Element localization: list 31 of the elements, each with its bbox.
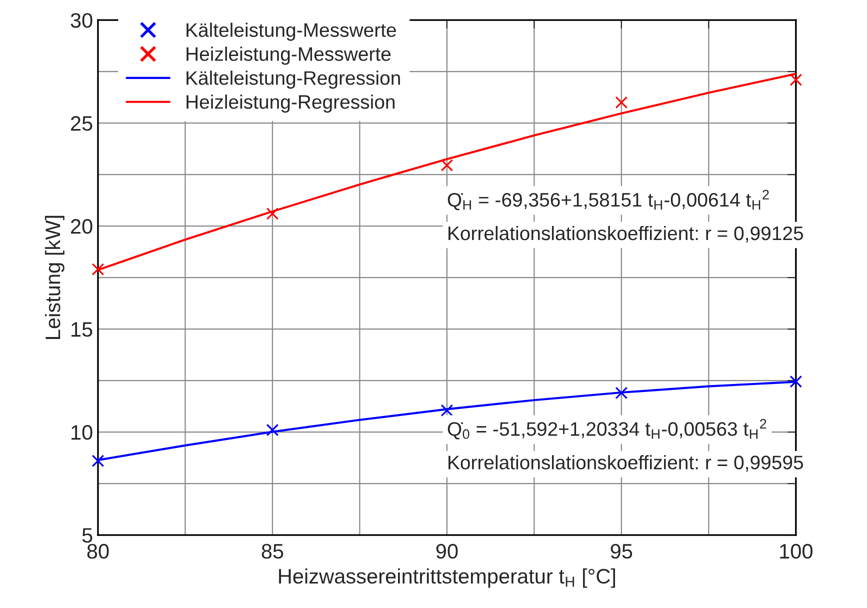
annotation: Korrelationslationskoeffizient: r = 0,99125 (448, 226, 804, 243)
point (92, 263, 104, 276)
point (615, 386, 628, 400)
legend-label: Kälteleistung-Messwerte (186, 22, 396, 41)
point (266, 424, 279, 436)
annotation: Korrelationslationskoeffizient: r = 0,99595 (448, 455, 804, 472)
y-tick-label: 20 (70, 219, 92, 234)
y-axis-title: Leistung [kW] (44, 216, 64, 339)
annotation: Q̇$_{0}$ = -51,592+1,20334 t$_{H}$-0,00563 t$_{H}$$^{2}$ (448, 419, 766, 440)
y-tick-label: 15 (72, 322, 92, 337)
y-tick-label: 30 (70, 13, 92, 28)
x-tick-label: 95 (610, 544, 632, 559)
point (790, 375, 802, 388)
x-tick-label: 80 (87, 544, 109, 559)
y-tick-label: 10 (72, 425, 92, 440)
point (615, 96, 628, 109)
point (440, 404, 454, 417)
point (440, 159, 454, 172)
x-tick-label: 85 (262, 544, 284, 559)
y-tick-label: 25 (70, 116, 92, 131)
point (790, 74, 802, 86)
point (266, 207, 279, 220)
legend-label: Kälteleistung-Regression (186, 70, 400, 89)
legend-label: Heizleistung-Messwerte (186, 46, 391, 65)
x-axis-title: Heizwassereintrittstemperatur t$_{H}$ [°C] (279, 568, 616, 588)
point (92, 454, 104, 468)
annotation: Q̇$_{H}$ = -69,356+1,58151 t$_{H}$-0,00614 t$_{H}$$^{2}$ (448, 190, 769, 210)
y-tick-label: 5 (82, 528, 92, 543)
x-tick-label: 100 (780, 544, 812, 559)
x-tick-label: 90 (436, 544, 458, 559)
legend-label: Heizleistung-Regression (186, 94, 395, 113)
